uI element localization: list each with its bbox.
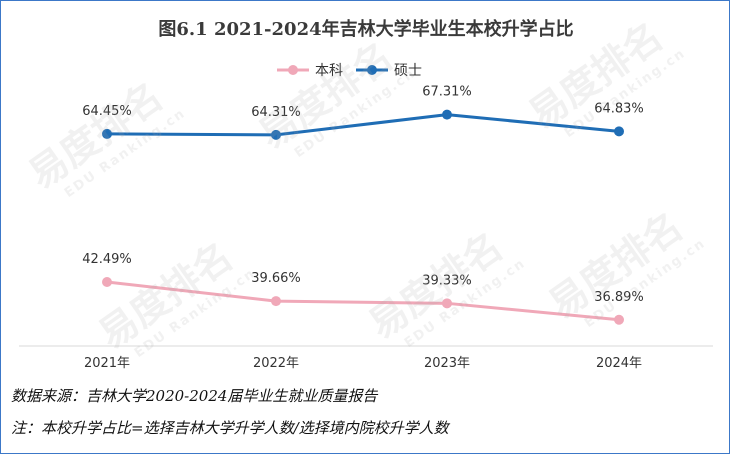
legend-label-undergrad: 本科 [315, 63, 343, 79]
x-tick-labels: 2021年 2022年 2023年 2024年 [84, 356, 642, 371]
data-point [102, 128, 112, 139]
x-tick-label: 2021年 [84, 356, 130, 371]
chart-title: 图6.1 2021-2024年吉林大学毕业生本校升学占比 [158, 18, 573, 40]
data-label: 42.49% [82, 252, 132, 267]
source-note: 数据来源：吉林大学2020-2024届毕业生就业质量报告 [11, 387, 378, 405]
data-label: 39.33% [422, 273, 472, 288]
data-label: 39.66% [251, 271, 301, 286]
data-label: 64.83% [594, 101, 644, 116]
data-point [271, 296, 281, 307]
data-point [442, 298, 452, 309]
data-label: 64.45% [82, 104, 132, 119]
data-label: 64.31% [251, 105, 301, 120]
chart-plot: 图6.1 2021-2024年吉林大学毕业生本校升学占比 本科 硕士 2021年… [19, 18, 713, 371]
data-point [102, 277, 112, 288]
legend: 本科 硕士 [277, 63, 422, 79]
series-layer: 42.49% 39.66% 39.33% 36.89% 64.45% 64.31% 67.3… [82, 85, 644, 325]
x-tick-label: 2024年 [596, 356, 642, 371]
data-label: 67.31% [422, 85, 472, 100]
legend-marker-undergrad [288, 65, 298, 75]
legend-label-master: 硕士 [394, 63, 422, 79]
series-line-master [106, 113, 620, 137]
data-point [614, 126, 624, 137]
x-tick-label: 2023年 [424, 356, 470, 371]
legend-marker-master [367, 65, 377, 75]
x-tick-label: 2022年 [253, 356, 299, 371]
series-line-undergrad [106, 280, 620, 322]
data-point [442, 109, 452, 120]
data-point [271, 129, 281, 140]
data-label: 36.89% [594, 290, 644, 305]
data-point [614, 314, 624, 325]
formula-note: 注：本校升学占比=选择吉林大学升学人数/选择境内院校升学人数 [11, 419, 449, 437]
